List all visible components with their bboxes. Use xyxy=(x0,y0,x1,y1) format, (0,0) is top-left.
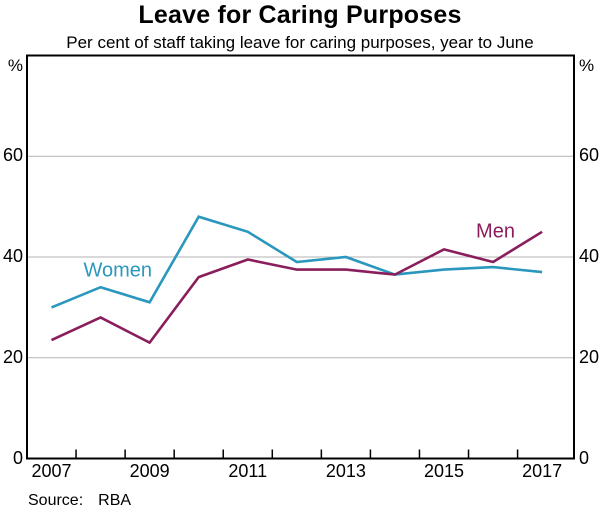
y-tick-label-right: 60 xyxy=(579,145,600,166)
x-tick-label: 2007 xyxy=(31,461,72,481)
y-tick-label-right: 20 xyxy=(579,346,600,367)
x-tick-label: 2017 xyxy=(522,461,563,481)
series-label-men: Men xyxy=(476,220,515,243)
y-tick-label-left: 0 xyxy=(12,447,23,468)
x-tick-label: 2015 xyxy=(423,461,465,481)
chart-title: Leave for Caring Purposes xyxy=(138,1,462,29)
y-tick-label-left: 60 xyxy=(2,145,23,166)
plot-frame xyxy=(26,54,575,460)
x-tick-label: 2013 xyxy=(325,461,366,481)
chart-subtitle: Per cent of staff taking leave for carin… xyxy=(66,33,534,52)
y-tick-label-left: 40 xyxy=(2,246,23,267)
y-tick-label-right: 40 xyxy=(579,246,600,267)
y-axis-unit-right: % xyxy=(579,56,595,75)
source-note: Source: RBA xyxy=(28,492,131,510)
x-tick-label: 2011 xyxy=(228,461,268,481)
men-line-series xyxy=(50,230,543,345)
source-value: RBA xyxy=(98,492,132,509)
source-label: Source: xyxy=(28,492,84,509)
y-axis-unit-left: % xyxy=(7,56,23,75)
x-tick-label: 2009 xyxy=(129,461,170,481)
women-line-series xyxy=(51,215,543,309)
series-label-women: Women xyxy=(83,259,153,282)
y-tick-label-right: 0 xyxy=(579,447,590,468)
y-tick-label-left: 20 xyxy=(2,346,23,367)
